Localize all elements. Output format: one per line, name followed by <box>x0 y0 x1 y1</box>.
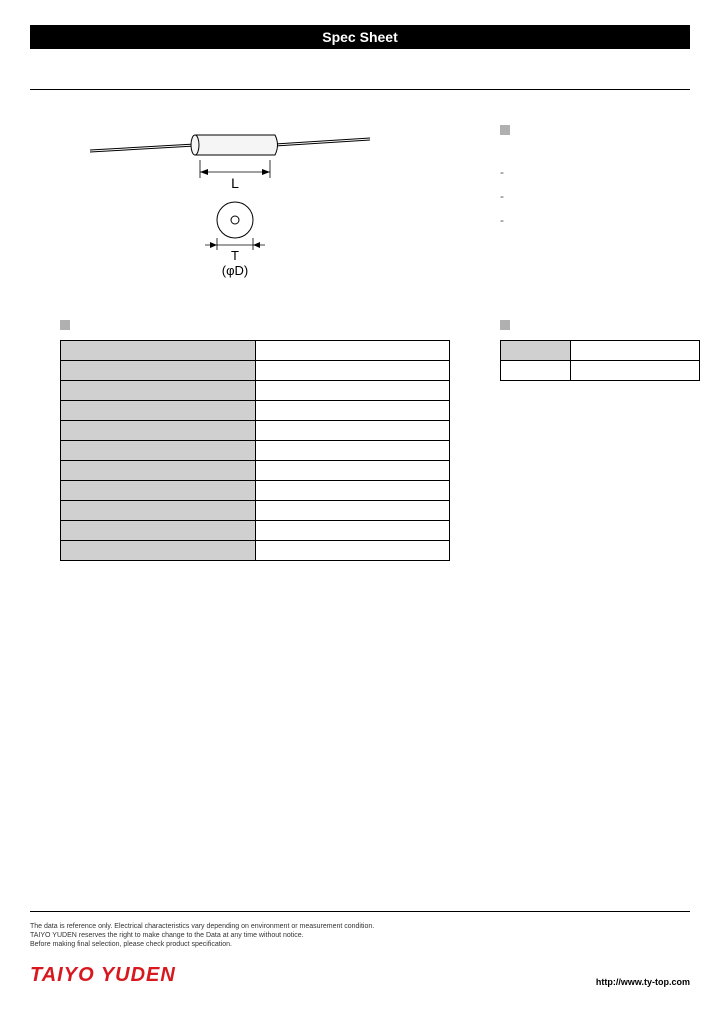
table-row <box>61 421 450 441</box>
table-cell-value <box>255 441 450 461</box>
diagram-label-t: T <box>231 248 239 263</box>
brand-logo: TAIYO YUDEN <box>30 964 176 987</box>
divider-top <box>30 89 690 90</box>
table-row <box>61 341 450 361</box>
spec-table <box>60 340 450 561</box>
table-cell-value <box>255 501 450 521</box>
table-cell-label <box>61 541 256 561</box>
component-diagram: L T (φD) <box>80 120 380 285</box>
bullet-icon <box>60 320 70 330</box>
table-row <box>61 401 450 421</box>
table-cell-label <box>61 481 256 501</box>
table-cell-value <box>255 401 450 421</box>
table-cell-value <box>255 541 450 561</box>
table-cell-value <box>255 421 450 441</box>
table-cell-value <box>570 341 699 361</box>
table-cell-label <box>61 521 256 541</box>
bullet-icon <box>500 320 510 330</box>
table-cell-label <box>61 381 256 401</box>
table-cell-label <box>61 501 256 521</box>
disclaimer-line: The data is reference only. Electrical c… <box>30 922 690 931</box>
table-cell-value <box>255 361 450 381</box>
table-cell-label <box>501 341 571 361</box>
table-row <box>61 501 450 521</box>
bullet-icon <box>500 125 510 135</box>
table-row <box>61 381 450 401</box>
note-dash: - <box>500 165 510 179</box>
disclaimer-line: Before making final selection, please ch… <box>30 940 690 949</box>
table-cell-label <box>61 401 256 421</box>
right-notes: - - - <box>500 125 510 285</box>
table-row <box>61 521 450 541</box>
table-row <box>501 341 700 361</box>
table-cell-label <box>61 341 256 361</box>
table-row <box>501 361 700 381</box>
footer-url: http://www.ty-top.com <box>596 977 690 987</box>
disclaimer-line: TAIYO YUDEN reserves the right to make c… <box>30 931 690 940</box>
table-cell-label <box>61 361 256 381</box>
table-cell-label <box>61 461 256 481</box>
table-cell-value <box>255 521 450 541</box>
disclaimer: The data is reference only. Electrical c… <box>30 922 690 949</box>
divider-bottom <box>30 911 690 912</box>
table-cell-label <box>61 441 256 461</box>
table-cell-value <box>255 341 450 361</box>
table-row <box>61 461 450 481</box>
right-table <box>500 340 700 381</box>
table-row <box>61 441 450 461</box>
page-title: Spec Sheet <box>322 29 397 45</box>
title-bar: Spec Sheet <box>30 25 690 49</box>
table-cell-value <box>255 381 450 401</box>
table-row <box>61 541 450 561</box>
table-cell-label <box>501 361 571 381</box>
table-cell-value <box>255 481 450 501</box>
diagram-label-l: L <box>231 175 239 191</box>
table-row <box>61 481 450 501</box>
diagram-label-d: (φD) <box>222 263 248 278</box>
note-dash: - <box>500 213 510 227</box>
table-cell-label <box>61 421 256 441</box>
note-dash: - <box>500 189 510 203</box>
table-cell-value <box>570 361 699 381</box>
table-row <box>61 361 450 381</box>
table-cell-value <box>255 461 450 481</box>
